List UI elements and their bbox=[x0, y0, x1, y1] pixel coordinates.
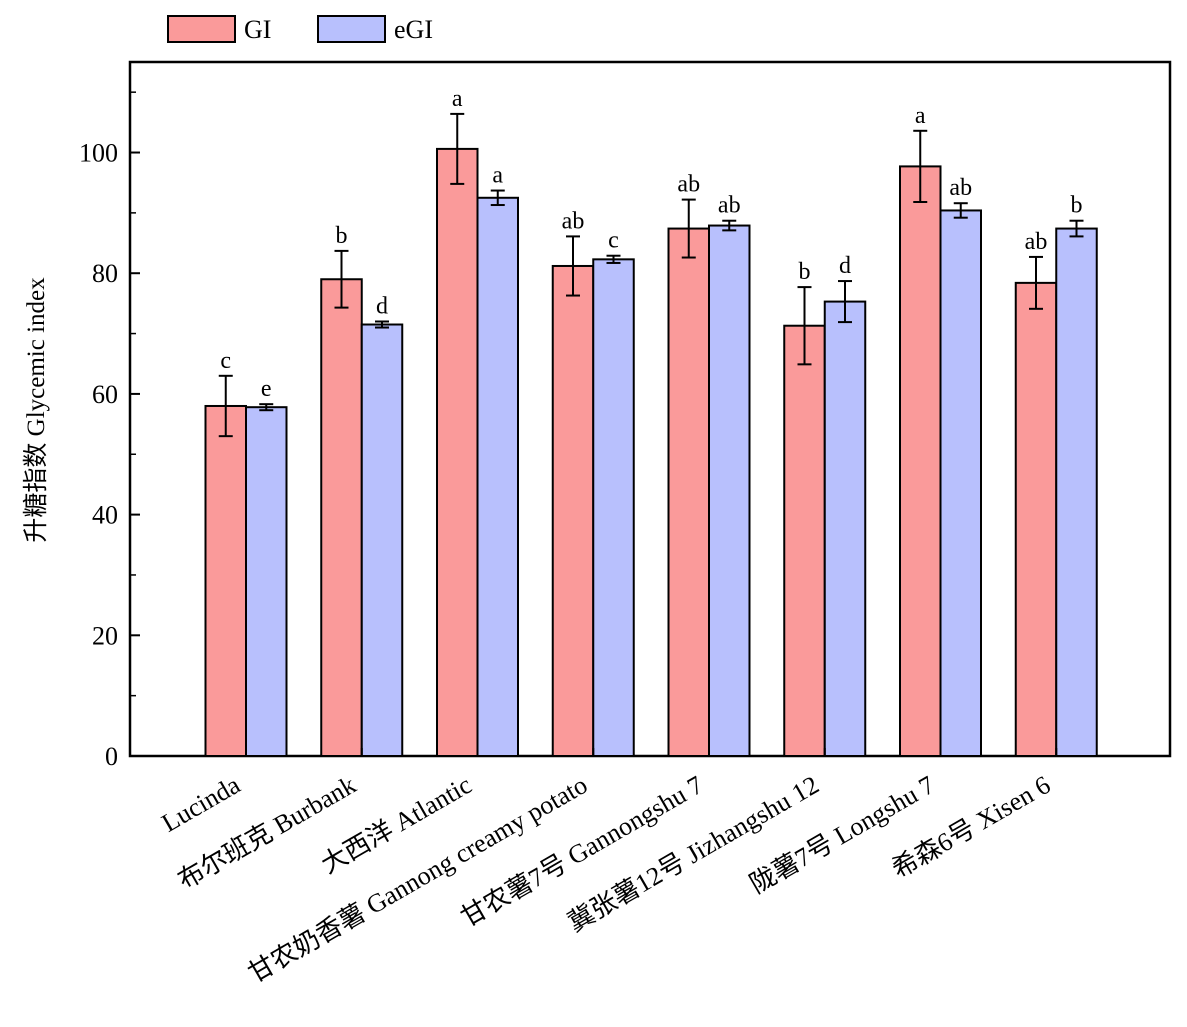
bar-gi bbox=[783, 324, 826, 757]
y-tick-label: 0 bbox=[105, 742, 118, 771]
bar-egi bbox=[592, 258, 635, 757]
y-tick-label: 40 bbox=[92, 501, 118, 530]
bar-gi bbox=[204, 404, 247, 757]
significance-letter: ab bbox=[677, 172, 700, 198]
significance-letter: ab bbox=[718, 193, 741, 219]
bar-egi bbox=[360, 323, 404, 757]
bar-egi bbox=[476, 196, 519, 758]
bar-gi bbox=[1014, 281, 1058, 757]
significance-letter: a bbox=[915, 103, 926, 129]
significance-letter: c bbox=[220, 348, 231, 374]
significance-letter: d bbox=[376, 293, 388, 319]
significance-letter: ab bbox=[949, 175, 972, 201]
significance-letter: a bbox=[452, 86, 463, 112]
legend-label-gi: GI bbox=[244, 15, 271, 44]
bar-egi bbox=[823, 300, 867, 757]
significance-letter: a bbox=[492, 163, 503, 189]
y-tick-label: 60 bbox=[92, 380, 118, 409]
bar-egi bbox=[245, 406, 288, 757]
y-tick-label: 20 bbox=[92, 621, 118, 650]
bar-gi bbox=[551, 264, 595, 757]
significance-letter: d bbox=[839, 253, 851, 279]
bar-gi bbox=[320, 278, 363, 757]
bar-egi bbox=[708, 224, 751, 757]
significance-letter: b bbox=[799, 259, 811, 285]
legend-label-egi: eGI bbox=[394, 15, 433, 44]
significance-letter: e bbox=[261, 376, 272, 402]
bar-egi bbox=[1055, 227, 1098, 757]
significance-letter: b bbox=[336, 223, 348, 249]
x-category-label: Lucinda bbox=[157, 770, 246, 838]
legend: GI eGI bbox=[167, 15, 433, 44]
bar-gi bbox=[436, 147, 479, 757]
significance-letter: b bbox=[1071, 193, 1083, 219]
legend-swatch-egi bbox=[317, 15, 386, 43]
legend-swatch-gi bbox=[167, 15, 236, 43]
y-axis-title: 升糖指数 Glycemic index bbox=[22, 277, 50, 543]
significance-letter: ab bbox=[1025, 229, 1048, 255]
significance-letter: c bbox=[608, 228, 619, 254]
bar-gi bbox=[899, 165, 942, 757]
y-tick-label: 100 bbox=[79, 139, 118, 168]
bar-egi bbox=[939, 209, 982, 758]
bar-gi bbox=[667, 227, 710, 757]
plot-frame bbox=[128, 60, 1172, 758]
significance-letter: ab bbox=[562, 208, 585, 234]
y-axis: 0 20 40 60 80 100 bbox=[79, 91, 140, 771]
y-tick-label: 80 bbox=[92, 259, 118, 288]
